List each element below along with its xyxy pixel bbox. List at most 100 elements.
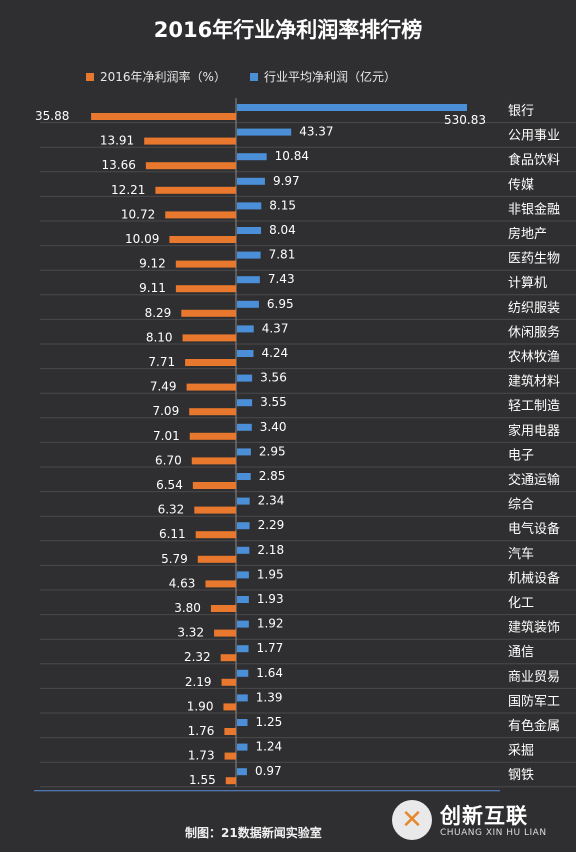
label-avg-profit-20: 1.93 <box>257 592 284 606</box>
label-profit-margin-15: 6.54 <box>156 478 183 492</box>
bar-avg-profit-5 <box>237 227 262 234</box>
bar-profit-margin-14 <box>191 457 236 465</box>
label-profit-margin-25: 1.76 <box>188 724 215 738</box>
legend-item-avg-profit: 行业平均净利润（亿元） <box>249 68 396 85</box>
bar-avg-profit-4 <box>237 202 262 210</box>
label-avg-profit-5: 8.04 <box>269 223 296 237</box>
category-label-22: 通信 <box>508 645 534 660</box>
bar-avg-profit-24 <box>237 694 248 702</box>
category-label-9: 休闲服务 <box>508 324 560 340</box>
bar-profit-margin-23 <box>221 678 236 686</box>
bar-avg-profit-20 <box>237 596 249 603</box>
bar-profit-margin-19 <box>205 580 236 588</box>
bar-profit-margin-13 <box>189 432 236 440</box>
bar-avg-profit-21 <box>237 620 249 628</box>
label-avg-profit-22: 1.77 <box>257 641 284 655</box>
legend-label-profit-margin: 2016年净利润率（%） <box>100 70 226 84</box>
bar-avg-profit-25 <box>237 719 248 726</box>
bar-profit-margin-20 <box>210 605 236 612</box>
label-avg-profit-10: 4.24 <box>261 346 288 360</box>
category-label-14: 电子 <box>508 448 534 463</box>
bar-profit-margin-2 <box>145 162 236 170</box>
bar-profit-margin-26 <box>224 752 236 760</box>
bar-avg-profit-3 <box>237 177 265 185</box>
category-label-1: 公用事业 <box>508 129 560 144</box>
label-profit-margin-17: 6.11 <box>159 527 186 541</box>
label-profit-margin-11: 7.49 <box>150 380 177 394</box>
category-label-5: 房地产 <box>508 226 547 242</box>
bar-avg-profit-18 <box>237 546 250 554</box>
bar-profit-margin-18 <box>197 555 236 563</box>
label-profit-margin-24: 1.90 <box>187 699 214 713</box>
legend-swatch-orange <box>86 72 94 81</box>
bar-avg-profit-22 <box>237 645 249 653</box>
label-avg-profit-24: 1.39 <box>256 690 283 704</box>
label-avg-profit-21: 1.92 <box>257 617 284 631</box>
category-label-0: 银行 <box>508 104 534 119</box>
category-label-8: 纺织服装 <box>508 301 560 316</box>
bar-avg-profit-15 <box>237 473 251 480</box>
label-avg-profit-14: 2.95 <box>259 444 286 458</box>
bar-avg-profit-17 <box>237 522 250 530</box>
bar-profit-margin-21 <box>214 629 236 637</box>
label-avg-profit-18: 2.18 <box>257 543 284 557</box>
bar-avg-profit-12 <box>237 399 253 407</box>
bar-profit-margin-22 <box>220 654 236 662</box>
bar-avg-profit-23 <box>237 669 249 677</box>
legend-label-avg-profit: 行业平均净利润（亿元） <box>263 70 396 84</box>
bar-profit-margin-3 <box>155 186 236 194</box>
category-label-11: 建筑材料 <box>508 374 560 390</box>
bar-profit-margin-25 <box>224 728 236 735</box>
label-profit-margin-8: 8.29 <box>145 306 172 320</box>
label-avg-profit-26: 1.24 <box>255 740 282 754</box>
category-label-18: 汽车 <box>508 546 534 562</box>
bar-profit-margin-11 <box>186 383 236 391</box>
label-avg-profit-0: 530.83 <box>444 113 486 127</box>
label-profit-margin-6: 9.12 <box>139 257 166 271</box>
label-profit-margin-16: 6.32 <box>158 503 185 517</box>
bar-profit-margin-1 <box>144 137 236 145</box>
bar-profit-margin-16 <box>194 506 236 514</box>
bar-avg-profit-7 <box>237 276 260 284</box>
label-avg-profit-11: 3.56 <box>260 371 287 385</box>
label-profit-margin-27: 1.55 <box>189 773 216 787</box>
category-label-2: 食品饮料 <box>508 152 560 168</box>
chart-credit: 制图：21数据新闻实验室 <box>185 826 322 840</box>
logo-mark-icon: ✕ <box>392 800 432 840</box>
bar-profit-margin-10 <box>185 359 236 366</box>
bar-profit-margin-17 <box>195 531 236 539</box>
label-avg-profit-9: 4.37 <box>262 321 289 335</box>
label-profit-margin-26: 1.73 <box>188 749 215 763</box>
label-profit-margin-10: 7.71 <box>148 355 175 369</box>
label-avg-profit-8: 6.95 <box>267 297 294 311</box>
bar-profit-margin-8 <box>181 309 236 317</box>
bar-profit-margin-4 <box>165 211 236 219</box>
bar-avg-profit-11 <box>237 374 253 382</box>
bar-avg-profit-1 <box>237 128 292 136</box>
label-profit-margin-4: 10.72 <box>121 207 155 221</box>
bar-profit-margin-27 <box>225 777 236 785</box>
label-profit-margin-20: 3.80 <box>174 601 201 615</box>
bar-profit-margin-6 <box>175 260 236 268</box>
bar-avg-profit-14 <box>237 448 251 456</box>
label-avg-profit-1: 43.37 <box>299 125 333 139</box>
bar-avg-profit-10 <box>237 350 254 357</box>
label-avg-profit-4: 8.15 <box>269 198 296 212</box>
category-label-13: 家用电器 <box>508 423 560 439</box>
label-avg-profit-17: 2.29 <box>258 518 285 532</box>
bar-profit-margin-0 <box>91 113 237 120</box>
label-profit-margin-19: 4.63 <box>169 576 196 590</box>
bar-avg-profit-27 <box>237 768 247 776</box>
category-label-17: 电气设备 <box>508 521 560 537</box>
label-avg-profit-7: 7.43 <box>268 272 295 286</box>
bar-profit-margin-9 <box>182 334 236 342</box>
category-label-25: 有色金属 <box>508 718 560 734</box>
category-label-26: 采掘 <box>508 744 534 759</box>
label-profit-margin-23: 2.19 <box>185 675 212 689</box>
label-profit-margin-13: 7.01 <box>153 429 180 443</box>
bar-avg-profit-0 <box>237 104 467 111</box>
label-profit-margin-3: 12.21 <box>111 183 145 197</box>
category-label-24: 国防军工 <box>508 693 560 709</box>
label-avg-profit-12: 3.55 <box>260 395 287 409</box>
